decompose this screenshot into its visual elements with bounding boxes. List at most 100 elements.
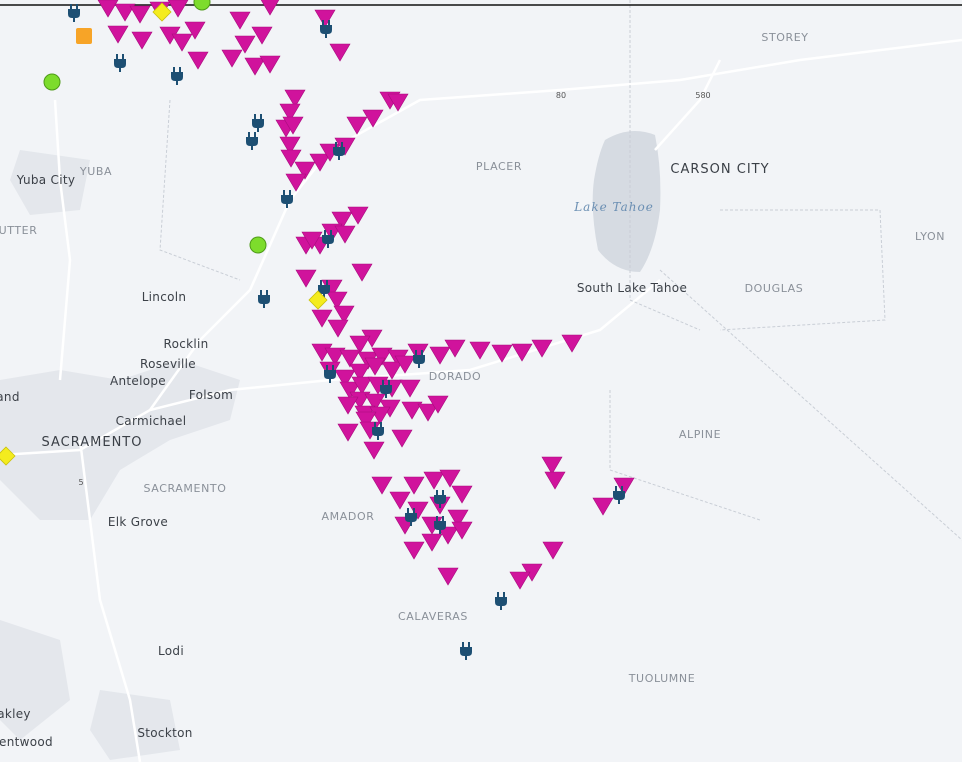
charger-cord <box>73 18 75 22</box>
station-triangle <box>509 571 531 590</box>
charger-icon <box>405 508 417 526</box>
station-triangle <box>346 116 368 135</box>
station-triangle <box>542 541 564 560</box>
station-triangle <box>251 26 273 45</box>
charger-icon <box>252 114 264 132</box>
charger-prong <box>289 190 291 195</box>
station-triangle <box>351 376 373 395</box>
place-label: entwood <box>0 735 53 749</box>
charger-body <box>434 495 446 504</box>
station-triangle <box>347 206 369 225</box>
station-triangle <box>129 5 151 24</box>
station-triangle <box>167 0 189 18</box>
charger-body <box>460 647 472 656</box>
charger-cord <box>325 34 327 38</box>
charger-prong <box>388 380 390 385</box>
charger-prong <box>382 380 384 385</box>
station-triangle <box>285 173 307 192</box>
charger-prong <box>283 190 285 195</box>
station-triangle <box>541 456 563 475</box>
charger-cord <box>418 364 420 368</box>
station-triangle <box>326 291 348 310</box>
station-triangle <box>349 335 371 354</box>
charger-cord <box>500 606 502 610</box>
charger-icon <box>318 280 330 298</box>
charger-cord <box>251 146 253 150</box>
charger-prong <box>76 4 78 9</box>
charger-prong <box>320 280 322 285</box>
station-triangle <box>613 477 635 496</box>
charger-icon <box>114 54 126 72</box>
place-label: 5 <box>78 478 83 487</box>
place-label: Carmichael <box>116 414 187 428</box>
station-triangle <box>334 369 356 388</box>
charger-prong <box>254 132 256 137</box>
place-label: Rocklin <box>163 337 208 351</box>
station-triangle <box>114 3 136 22</box>
charger-icon <box>380 380 392 398</box>
charger-prong <box>179 67 181 72</box>
charger-body <box>372 427 384 436</box>
charger-icon <box>246 132 258 150</box>
station-triangle <box>371 476 393 495</box>
charger-body <box>320 25 332 34</box>
station-triangle <box>403 476 425 495</box>
boundaries <box>159 0 962 541</box>
place-label: AMADOR <box>322 510 375 523</box>
station-triangle <box>295 269 317 288</box>
charger-icon <box>171 67 183 85</box>
station-triangle <box>259 55 281 74</box>
station-triangle <box>451 521 473 540</box>
station-triangle <box>337 423 359 442</box>
charger-prong <box>248 132 250 137</box>
station-triangle <box>331 211 353 230</box>
charger-cord <box>176 81 178 85</box>
place-label: CALAVERAS <box>398 610 468 623</box>
charger-prong <box>173 67 175 72</box>
station-triangle <box>131 31 153 50</box>
station-triangle <box>329 43 351 62</box>
place-label: 80 <box>556 91 566 100</box>
charger-icon <box>372 422 384 440</box>
station-triangle <box>301 231 323 250</box>
station-triangle <box>399 379 421 398</box>
station-triangle <box>314 9 336 28</box>
place-label: PLACER <box>476 160 522 173</box>
charger-prong <box>374 422 376 427</box>
charger-body <box>405 513 417 522</box>
station-triangle <box>401 401 423 420</box>
station-triangle <box>311 309 333 328</box>
station-triangle <box>544 471 566 490</box>
charger-cord <box>439 504 441 508</box>
station-triangle <box>279 103 301 122</box>
station-triangle <box>371 347 393 366</box>
station-diamond <box>152 2 172 22</box>
charger-body <box>68 9 80 18</box>
place-label: UTTER <box>0 224 37 237</box>
lake <box>592 131 661 272</box>
charger-prong <box>621 486 623 491</box>
place-label: Yuba City <box>16 173 76 187</box>
station-triangle <box>369 406 391 425</box>
charger-cord <box>119 68 121 72</box>
station-triangle <box>260 0 280 16</box>
place-label: Roseville <box>140 357 196 371</box>
charger-prong <box>615 486 617 491</box>
charger-cord <box>439 530 441 534</box>
charger-prong <box>254 114 256 119</box>
station-triangle <box>97 0 119 18</box>
station-triangle <box>327 319 349 338</box>
charger-prong <box>380 422 382 427</box>
charger-cord <box>377 436 379 440</box>
place-label: and <box>0 390 20 404</box>
bottom-strip <box>0 762 962 770</box>
station-triangle <box>171 33 193 52</box>
charger-icon <box>322 230 334 248</box>
charger-body <box>318 285 330 294</box>
charger-cord <box>465 656 467 660</box>
place-label: Folsom <box>189 388 233 402</box>
station-triangle <box>364 357 386 376</box>
charger-body <box>413 355 425 364</box>
charger-icon <box>413 350 425 368</box>
station-circle <box>193 0 211 11</box>
